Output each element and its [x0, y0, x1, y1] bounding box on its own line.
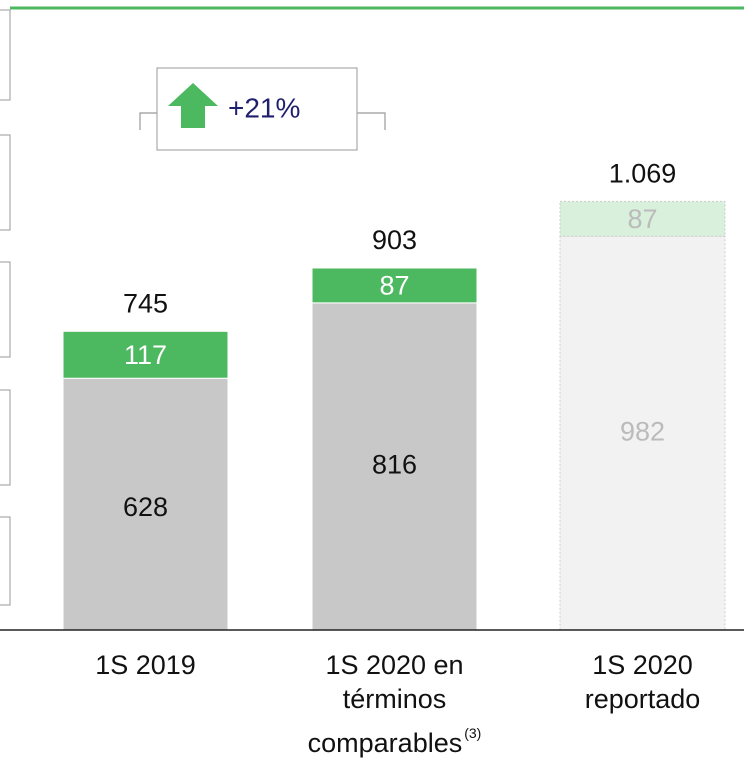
- bar-segment: [62, 330, 229, 379]
- bar-segment: [311, 302, 478, 631]
- up-arrow: [168, 83, 218, 128]
- segment-label: 816: [372, 450, 417, 480]
- x-tick-label: 1S 2020 reportado: [543, 648, 743, 716]
- bar-segment: [559, 200, 726, 237]
- annotation: +21%: [228, 92, 300, 123]
- total-label: 745: [123, 288, 168, 318]
- bar-segment: [559, 235, 726, 631]
- annotation-bracket: [139, 67, 386, 151]
- category: 1S 2019: [95, 650, 196, 680]
- category: 1S 2020 en términos comparables: [307, 650, 464, 758]
- total-label: 903: [372, 225, 417, 255]
- side-boxes: [0, 9, 11, 606]
- segment-label: 87: [379, 271, 409, 301]
- bar-segment: [62, 377, 229, 631]
- segment-label: 628: [123, 492, 168, 522]
- segment-label: 87: [627, 204, 657, 234]
- footnote-ref: (3): [464, 725, 482, 741]
- segment-label: 117: [124, 340, 167, 370]
- segment-label: 982: [620, 416, 665, 446]
- category: 1S 2020 reportado: [584, 650, 701, 714]
- bar-segment: [311, 267, 478, 304]
- x-tick-label: 1S 2020 en términos comparables (3): [295, 648, 495, 760]
- x-tick-label: 1S 2019: [46, 648, 246, 682]
- total-label: 1.069: [609, 159, 677, 189]
